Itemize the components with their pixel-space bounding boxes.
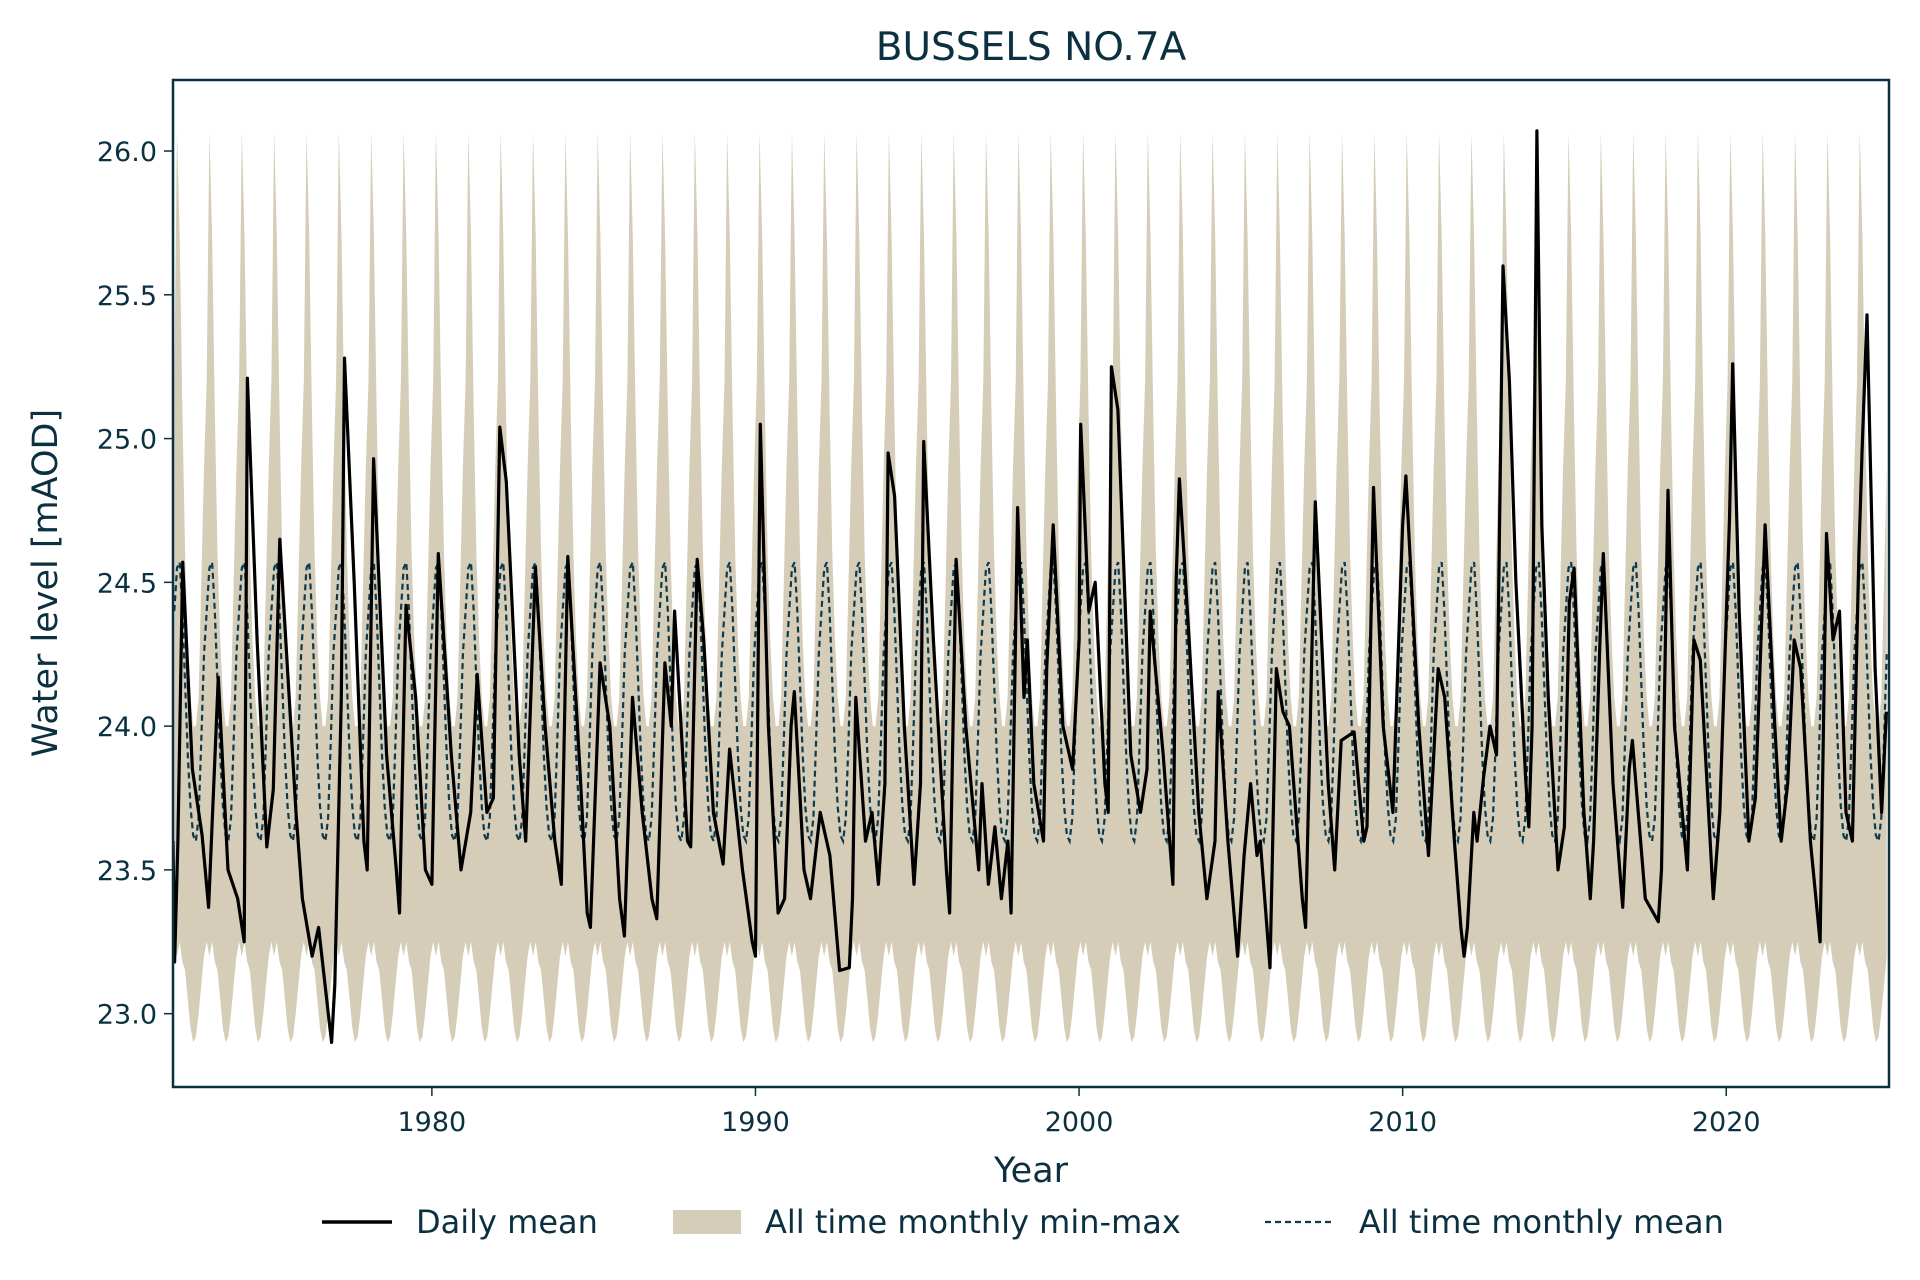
y-tick-label: 25.0 — [97, 425, 157, 456]
x-tick-label: 1980 — [398, 1107, 467, 1138]
y-tick-label: 23.5 — [97, 856, 157, 887]
y-tick-label: 23.0 — [97, 1000, 157, 1031]
y-tick-label: 25.5 — [97, 281, 157, 312]
y-tick-label: 24.0 — [97, 712, 157, 743]
legend-min-max-label: All time monthly min-max — [765, 1203, 1181, 1241]
y-tick-label: 24.5 — [97, 568, 157, 599]
axes-frame — [171, 78, 1891, 1089]
y-axis: 23.0 23.5 24.0 24.5 25.0 25.5 26.0 — [97, 137, 173, 1031]
x-tick-label: 2020 — [1692, 1107, 1761, 1138]
series-group — [173, 129, 1888, 1045]
x-axis-label: Year — [993, 1151, 1069, 1191]
plot-area — [173, 129, 1888, 1045]
legend-monthly-mean-label: All time monthly mean — [1359, 1203, 1724, 1241]
x-tick-label: 2010 — [1368, 1107, 1437, 1138]
x-tick-label: 1990 — [721, 1107, 790, 1138]
y-axis-label: Water level [mAOD] — [26, 409, 66, 757]
x-axis: 1980 1990 2000 2010 2020 — [398, 1087, 1761, 1138]
x-tick-label: 2000 — [1045, 1107, 1114, 1138]
daily-mean-line — [173, 129, 1888, 1045]
y-tick-label: 26.0 — [97, 137, 157, 168]
chart-title: BUSSELS NO.7A — [876, 25, 1187, 70]
legend-daily-mean-label: Daily mean — [416, 1203, 598, 1241]
legend-min-max-swatch — [673, 1210, 741, 1234]
legend: Daily mean All time monthly min-max All … — [322, 1203, 1724, 1241]
monthly-min-max-band — [174, 130, 1887, 1043]
